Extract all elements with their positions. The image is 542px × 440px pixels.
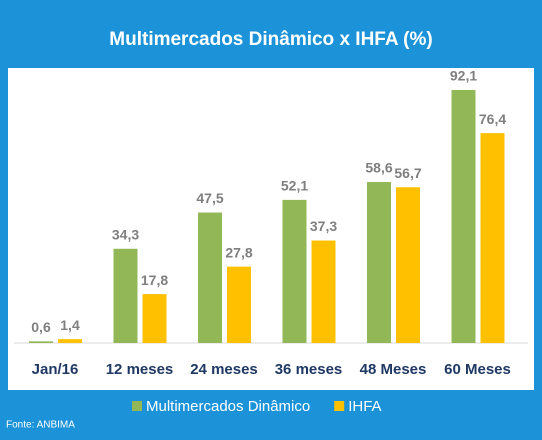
bar	[113, 248, 138, 343]
bar	[198, 212, 222, 343]
bar	[451, 90, 476, 343]
value-label: 56,7	[394, 165, 421, 181]
value-label: 47,5	[196, 190, 223, 206]
value-label: 37,3	[310, 218, 337, 234]
value-label: 92,1	[450, 68, 477, 84]
value-label: 0,6	[31, 319, 51, 335]
value-label: 76,4	[479, 111, 506, 127]
chart-title: Multimercados Dinâmico x IHFA (%)	[109, 29, 432, 50]
x-tick-label: 24 meses	[190, 361, 258, 378]
x-tick-label: 48 Meses	[360, 361, 427, 378]
bar	[142, 294, 167, 343]
bar	[311, 240, 336, 343]
value-label: 52,1	[281, 178, 308, 194]
legend-swatch	[132, 401, 142, 411]
x-tick-label: 60 Meses	[444, 361, 511, 378]
source: Fonte: ANBIMA	[6, 420, 75, 431]
legend-label: IHFA	[348, 398, 381, 415]
x-tick-label: Jan/16	[32, 361, 79, 378]
legend-swatch	[334, 401, 345, 411]
bar	[367, 182, 391, 343]
value-label: 58,6	[365, 160, 392, 176]
bar	[29, 341, 53, 343]
value-label: 17,8	[141, 272, 168, 288]
x-tick-label: 36 meses	[275, 361, 343, 378]
value-label: 34,3	[112, 226, 139, 242]
bar	[282, 199, 307, 343]
x-tick-label: 12 meses	[106, 361, 174, 378]
plot-area	[8, 68, 534, 390]
bar	[227, 266, 251, 343]
bar	[58, 339, 82, 343]
value-label: 27,8	[225, 244, 252, 260]
value-label: 1,4	[60, 317, 80, 333]
bar	[480, 133, 505, 343]
legend-label: Multimercados Dinâmico	[146, 398, 310, 415]
bar	[396, 187, 420, 343]
